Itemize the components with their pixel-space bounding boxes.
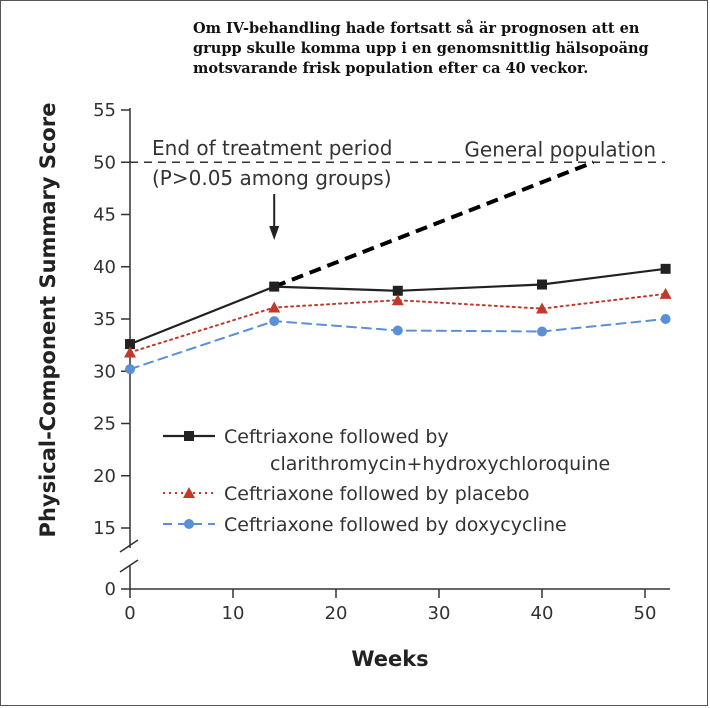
x-tick-label: 50	[634, 603, 657, 624]
x-tick-label: 10	[222, 603, 245, 624]
y-tick-label: 25	[93, 414, 116, 435]
y-tick-label: 35	[93, 309, 116, 330]
note-line: motsvarande frisk population efter ca 40…	[193, 60, 589, 77]
legend-label: Ceftriaxone followed by doxycycline	[224, 514, 567, 536]
annotation-group: End of treatment period (P>0.05 among gro…	[152, 136, 392, 240]
data-point-triangle	[391, 294, 404, 306]
annotation-text: End of treatment period	[152, 136, 392, 160]
y-tick-label: 55	[93, 100, 116, 121]
y-tick-label: 50	[93, 152, 116, 173]
legend-label: Ceftriaxone followed by	[224, 426, 449, 448]
data-point-triangle	[183, 487, 195, 498]
y-tick-label: 45	[93, 205, 116, 226]
y-tick-label: 0	[105, 579, 116, 600]
y-tick-label: 20	[93, 466, 116, 487]
y-tick-label: 15	[93, 518, 116, 539]
projection-line	[273, 160, 595, 289]
annotation-text: (P>0.05 among groups)	[152, 166, 392, 190]
x-tick-label: 0	[124, 603, 135, 624]
reference-line-group: General population	[130, 137, 665, 163]
projection-note: Om IV-behandling hade fortsatt så är pro…	[193, 19, 693, 79]
note-line: Om IV-behandling hade fortsatt så är pro…	[193, 20, 640, 37]
projection-line-group	[273, 160, 595, 289]
axis-break-mark	[119, 539, 139, 553]
data-point-circle	[269, 316, 280, 327]
y-tick-label: 40	[93, 257, 116, 278]
data-point-triangle	[659, 287, 672, 299]
data-point-triangle	[124, 346, 136, 358]
data-point-square	[392, 285, 403, 296]
legend: Ceftriaxone followed by clarithromycin+hy…	[163, 426, 610, 536]
data-point-circle	[392, 325, 403, 336]
legend-label: clarithromycin+hydroxychloroquine	[270, 453, 610, 475]
data-point-triangle	[268, 301, 281, 313]
x-tick-label: 40	[531, 603, 554, 624]
note-line: grupp skulle komma upp i en genomsnittli…	[193, 40, 649, 57]
data-point-square	[660, 263, 671, 274]
data-point-square	[269, 281, 280, 292]
y-tick-label: 30	[93, 361, 116, 382]
data-point-square	[537, 279, 547, 290]
axis-break-mark	[119, 559, 139, 573]
x-tick-label: 20	[325, 603, 348, 624]
data-point-circle	[660, 314, 671, 324]
series-group	[124, 263, 672, 375]
axes: 15 20 25 30 35 40 45 50 55 00 10 20 30 40 50 Weeks Physi…	[36, 100, 670, 671]
legend-label: Ceftriaxone followed by placebo	[224, 483, 530, 505]
data-point-circle	[184, 519, 194, 529]
data-point-circle	[537, 326, 547, 337]
data-point-square	[184, 431, 194, 441]
reference-line-label: General population	[464, 137, 656, 161]
data-point-square	[125, 339, 135, 350]
data-point-triangle	[536, 302, 548, 314]
x-tick-label: 30	[428, 603, 451, 624]
x-axis-title: Weeks	[351, 647, 428, 671]
annotation-arrowhead	[269, 226, 280, 240]
data-point-circle	[125, 364, 135, 375]
y-axis-title: Physical-Component Summary Score	[36, 103, 60, 538]
